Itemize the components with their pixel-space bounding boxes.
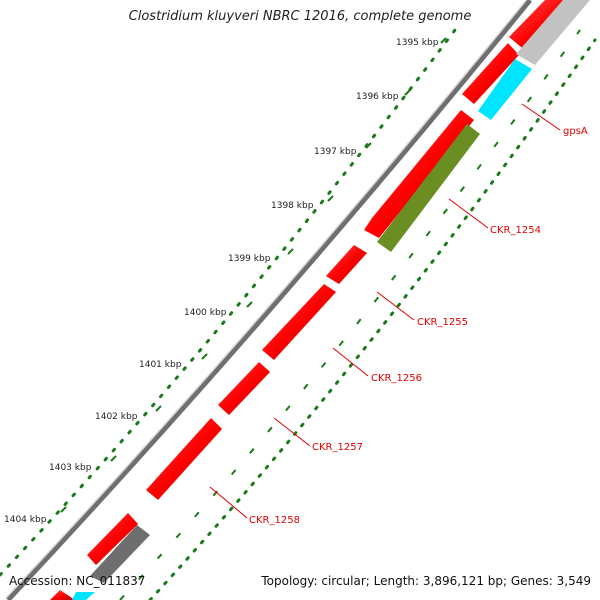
gene-darkgray [90,525,150,583]
kbp-label: 1398 kbp [271,201,314,211]
kbp-label: 1401 kbp [139,360,182,370]
kbp-label: 1402 kbp [95,412,138,422]
gene-label: CKR_1255 [417,317,468,328]
cds-arrow [364,110,474,238]
cds-arrow [146,418,222,500]
gene-cyan [478,59,532,120]
gene-label: gpsA [563,126,588,137]
label-leaders [209,103,561,519]
cds-arrow [462,43,519,104]
inner-scale-dots [148,38,597,600]
cds-arrow [87,513,138,565]
kbp-label: 1403 kbp [49,463,92,473]
gene-label: CKR_1258 [249,515,300,526]
outer-scale-dots [0,28,457,577]
kbp-label: 1395 kbp [396,38,439,48]
gene-labels: gpsA CKR_1254 CKR_1255 CKR_1256 CKR_1257… [249,126,588,526]
gene-cyan [72,592,95,600]
accession-text: Accession: NC_011837 [9,574,146,588]
gene-green [377,124,480,252]
inner-scale-dashes [119,29,581,600]
cds-arrow [262,284,336,360]
gene-label: CKR_1256 [371,373,422,384]
cds-arrow [326,245,367,284]
gene-gray [516,0,590,65]
cds-arrow [218,362,270,415]
cds-arrow [50,590,76,600]
gene-label: CKR_1254 [490,225,541,236]
kbp-label: 1396 kbp [356,92,399,102]
kbp-ticks [60,37,447,513]
genome-summary-text: Topology: circular; Length: 3,896,121 bp… [261,574,591,588]
kbp-labels: 1395 kbp 1396 kbp 1397 kbp 1398 kbp 1399… [4,38,439,525]
kbp-label: 1397 kbp [314,147,357,157]
kbp-label: 1404 kbp [4,515,47,525]
genome-backbone-highlight [5,0,528,599]
genome-backbone [6,0,532,600]
kbp-label: 1399 kbp [228,254,271,264]
feature-track [72,0,590,600]
map-title: Clostridium kluyveri NBRC 12016, complet… [128,9,472,24]
kbp-label: 1400 kbp [184,308,227,318]
gene-label: CKR_1257 [312,442,363,453]
